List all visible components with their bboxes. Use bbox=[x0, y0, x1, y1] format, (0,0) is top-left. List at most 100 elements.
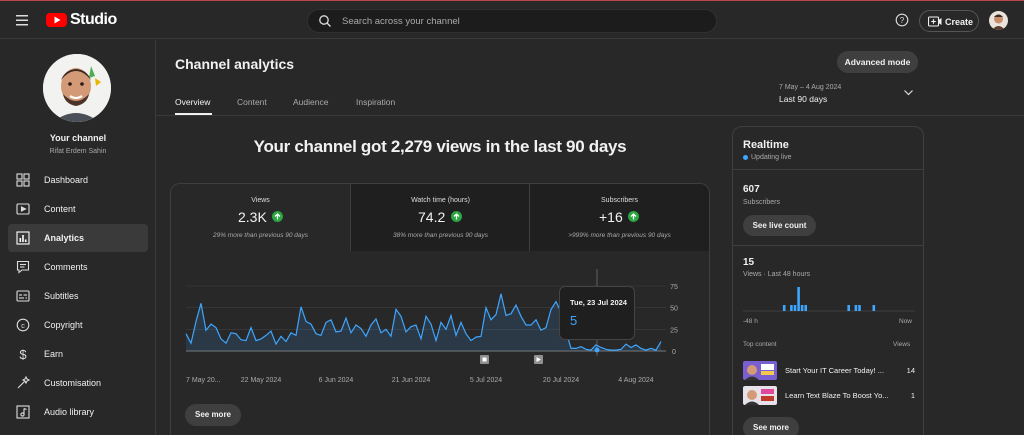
help-icon[interactable]: ? bbox=[895, 13, 909, 27]
sidebar-item-copyright[interactable]: c Copyright bbox=[8, 311, 148, 339]
realtime-bar[interactable] bbox=[847, 305, 850, 311]
sidebar-item-label: Copyright bbox=[44, 320, 83, 330]
sidebar-item-subtitles[interactable]: Subtitles bbox=[8, 282, 148, 310]
date-range-dates[interactable]: 7 May – 4 Aug 2024 bbox=[779, 84, 842, 91]
x-tick-label: 20 Jul 2024 bbox=[543, 377, 579, 384]
see-more-button[interactable]: See more bbox=[185, 404, 241, 426]
channel-name: Rifat Erdem Sahin bbox=[49, 148, 107, 155]
metric-tab-watch-time[interactable]: Watch time (hours) 74.2 38% more than pr… bbox=[350, 184, 529, 251]
search-placeholder[interactable]: Search across your channel bbox=[342, 16, 460, 27]
metric-comparison: >999% more than previous 90 days bbox=[568, 232, 671, 239]
sidebar-item-analytics[interactable]: Analytics bbox=[8, 224, 148, 252]
metric-comparison: 38% more than previous 90 days bbox=[392, 232, 489, 239]
sidebar-item-comments[interactable]: Comments bbox=[8, 253, 148, 281]
sidebar-item-label: Dashboard bbox=[44, 175, 89, 185]
realtime-bar[interactable] bbox=[804, 305, 807, 311]
sidebar-item-label: Content bbox=[44, 204, 76, 214]
arrow-up-icon bbox=[272, 211, 283, 222]
analytics-icon bbox=[16, 231, 30, 245]
y-tick-label: 50 bbox=[670, 306, 678, 313]
metric-tab-views[interactable]: Views 2.3K 29% more than previous 90 day… bbox=[171, 184, 350, 251]
video-thumbnail bbox=[743, 361, 777, 380]
top-content-views-label: Views bbox=[893, 341, 911, 348]
subscriber-count: 607 bbox=[743, 184, 760, 195]
dashboard-icon bbox=[16, 173, 30, 187]
realtime-bar[interactable] bbox=[854, 305, 858, 311]
tab-content[interactable]: Content bbox=[237, 97, 267, 107]
sidebar-item-content[interactable]: Content bbox=[8, 195, 148, 223]
chart-tooltip: Tue, 23 Jul 2024 5 bbox=[559, 286, 635, 340]
hover-point bbox=[594, 347, 600, 353]
search-icon bbox=[318, 14, 332, 28]
x-tick-label: 7 May 20... bbox=[186, 377, 221, 384]
date-range-selector[interactable]: Last 90 days bbox=[779, 94, 828, 104]
sidebar-item-dashboard[interactable]: Dashboard bbox=[8, 166, 148, 194]
sidebar-item-label: Comments bbox=[44, 262, 88, 272]
analytics-headline: Your channel got 2,279 views in the last… bbox=[253, 137, 627, 156]
realtime-bar[interactable] bbox=[782, 305, 786, 311]
tab-inspiration[interactable]: Inspiration bbox=[356, 97, 396, 107]
sidebar-item-label: Customisation bbox=[44, 378, 102, 388]
video-title: Learn Text Blaze To Boost Yo... bbox=[785, 391, 889, 400]
x-tick-label: 5 Jul 2024 bbox=[470, 377, 502, 384]
account-avatar[interactable] bbox=[989, 11, 1008, 30]
sidebar-item-label: Audio library bbox=[44, 407, 95, 417]
tooltip-value: 5 bbox=[570, 313, 578, 328]
sidebar-item-audio-library[interactable]: Audio library bbox=[8, 398, 148, 426]
publish-marker-icon[interactable] bbox=[480, 355, 489, 364]
metric-label: Views bbox=[251, 197, 270, 204]
create-video-icon bbox=[928, 16, 942, 27]
sidebar-item-earn[interactable]: $ Earn bbox=[8, 340, 148, 368]
realtime-views-chart[interactable] bbox=[743, 283, 915, 315]
sidebar-item-label: Earn bbox=[44, 349, 64, 359]
create-label: Create bbox=[945, 17, 974, 27]
metric-comparison: 29% more than previous 90 days bbox=[212, 232, 309, 239]
metric-tab-subscribers[interactable]: Subscribers +16 >999% more than previous… bbox=[529, 184, 709, 251]
sidebar-item-label: Subtitles bbox=[44, 291, 79, 301]
realtime-bar[interactable] bbox=[790, 305, 793, 311]
realtime-bar[interactable] bbox=[797, 287, 800, 311]
top-content-row[interactable]: Learn Text Blaze To Boost Yo... 1 bbox=[743, 386, 915, 406]
chart-y-axis: 75 50 25 0 bbox=[670, 284, 678, 356]
realtime-bar[interactable] bbox=[858, 305, 861, 311]
video-views: 1 bbox=[910, 391, 915, 400]
top-content-label: Top content bbox=[743, 341, 777, 348]
channel-avatar[interactable] bbox=[43, 54, 111, 122]
updating-live-label: Updating live bbox=[751, 154, 792, 161]
y-tick-label: 75 bbox=[670, 284, 678, 291]
see-more-button[interactable]: See more bbox=[743, 417, 799, 435]
content-icon bbox=[16, 202, 30, 216]
top-content-row[interactable]: Start Your IT Career Today! ... 14 bbox=[743, 361, 915, 381]
metric-value: 74.2 bbox=[418, 209, 446, 225]
youtube-logo-icon[interactable] bbox=[46, 10, 126, 30]
advanced-mode-button[interactable]: Advanced mode bbox=[837, 51, 918, 73]
realtime-axis-start: -48 h bbox=[743, 318, 758, 325]
y-tick-label: 25 bbox=[670, 327, 678, 334]
chevron-down-icon[interactable] bbox=[903, 89, 914, 97]
customisation-icon bbox=[16, 376, 30, 390]
realtime-bar[interactable] bbox=[800, 305, 804, 311]
divider bbox=[156, 115, 1024, 116]
x-tick-label: 4 Aug 2024 bbox=[618, 377, 654, 384]
page-title: Channel analytics bbox=[175, 56, 295, 72]
svg-text:?: ? bbox=[900, 16, 905, 25]
realtime-axis-end: Now bbox=[899, 318, 913, 325]
svg-text:$: $ bbox=[19, 347, 27, 361]
sidebar-item-customisation[interactable]: Customisation bbox=[8, 369, 148, 397]
top-bar: Studio Search across your channel ? Crea… bbox=[0, 0, 1024, 39]
create-button[interactable]: Create bbox=[919, 10, 979, 32]
realtime-bar[interactable] bbox=[872, 305, 876, 311]
see-live-count-button[interactable]: See live count bbox=[743, 215, 816, 236]
video-marker-icon[interactable] bbox=[534, 355, 543, 364]
tab-audience[interactable]: Audience bbox=[293, 97, 329, 107]
your-channel-label: Your channel bbox=[49, 133, 107, 143]
search-bar[interactable]: Search across your channel bbox=[307, 9, 717, 33]
hamburger-menu-icon[interactable] bbox=[13, 11, 33, 29]
subtitles-icon bbox=[16, 289, 30, 303]
chart-series-line bbox=[185, 293, 662, 351]
tab-overview[interactable]: Overview bbox=[175, 97, 211, 107]
metric-label: Watch time (hours) bbox=[411, 197, 470, 204]
live-dot-icon bbox=[743, 155, 748, 160]
realtime-bar[interactable] bbox=[793, 305, 797, 311]
realtime-card: Realtime Updating live 607 Subscribers S… bbox=[732, 126, 924, 435]
